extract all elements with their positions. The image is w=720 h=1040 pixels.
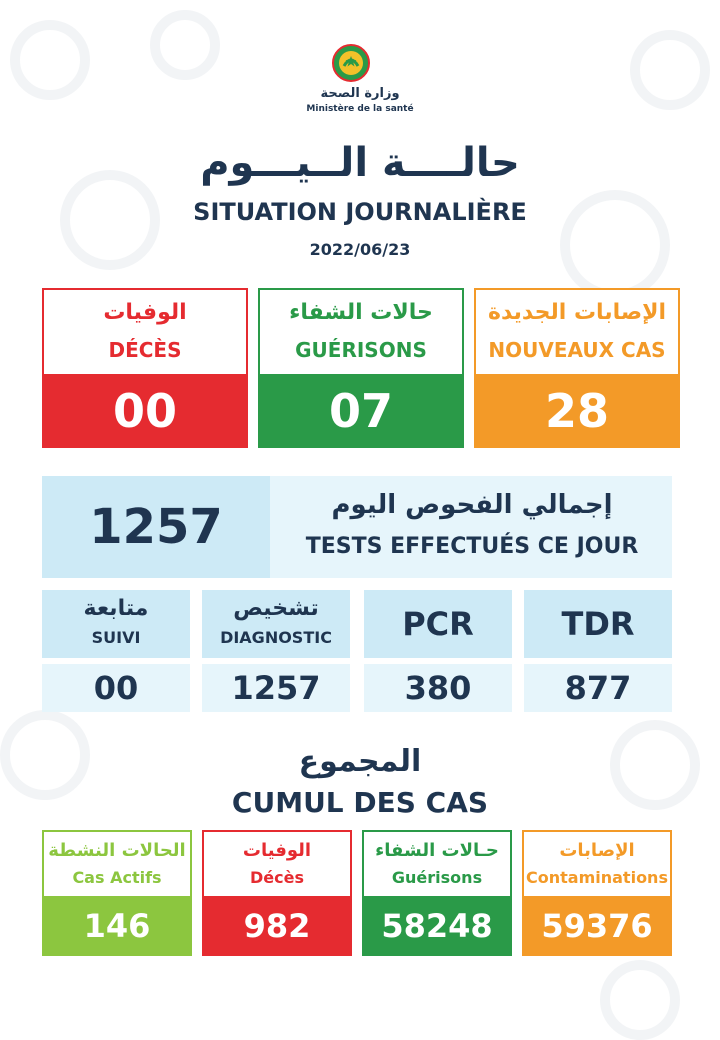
ministry-name-ar: وزارة الصحة: [320, 86, 400, 101]
tests-tdr-value: 877: [524, 664, 672, 712]
daily-nouveaux-value: 28: [474, 374, 680, 448]
tests-suivi-label-fr: SUIVI: [91, 628, 141, 647]
tests-total-bg: [42, 476, 270, 578]
cumul-actifs-label-ar: الحالات النشطة: [48, 840, 186, 861]
cumul-actifs-value: 146: [42, 896, 192, 956]
daily-nouveaux-card: الإصابات الجديدة NOUVEAUX CAS 28: [474, 288, 680, 448]
tests-diagnostic-header: تشخيص DIAGNOSTIC: [202, 590, 350, 658]
cumul-contaminations-label-ar: الإصابات: [559, 840, 635, 861]
daily-guerisons-card: حالات الشفاء GUÉRISONS 07: [258, 288, 464, 448]
report-date: 2022/06/23: [309, 240, 411, 259]
cumul-deces-label-fr: Décès: [250, 868, 304, 887]
daily-guerisons-label-ar: حالات الشفاء: [289, 300, 433, 325]
tests-suivi-value: 00: [42, 664, 190, 712]
tests-diagnostic-label-ar: تشخيص: [233, 596, 319, 621]
virus-bg-icon: [150, 10, 220, 80]
tests-pcr-label: PCR: [402, 605, 474, 643]
cumul-deces-card: الوفيات Décès 982: [202, 830, 352, 956]
tests-suivi-header: متابعة SUIVI: [42, 590, 190, 658]
tests-pcr-header: PCR: [364, 590, 512, 658]
cumul-guerisons-value: 58248: [362, 896, 512, 956]
virus-bg-icon: [10, 20, 90, 100]
tests-suivi-label-ar: متابعة: [83, 596, 149, 621]
cumul-actifs-card: الحالات النشطة Cas Actifs 146: [42, 830, 192, 956]
virus-bg-icon: [0, 710, 90, 800]
cumul-title-fr: CUMUL DES CAS: [231, 786, 489, 819]
tests-total-value: 1257: [89, 499, 223, 555]
cumul-guerisons-label-ar: حـالات الشفاء: [375, 840, 499, 861]
tests-tdr-label: TDR: [561, 605, 635, 643]
cumul-contaminations-label-fr: Contaminations: [526, 868, 668, 887]
daily-deces-label-ar: الوفيات: [103, 300, 187, 325]
daily-guerisons-label-fr: GUÉRISONS: [295, 338, 427, 362]
tests-label-ar: إجمالي الفحوص اليوم: [331, 490, 613, 520]
tests-tdr-header: TDR: [524, 590, 672, 658]
daily-deces-value: 00: [42, 374, 248, 448]
tests-diagnostic-label-fr: DIAGNOSTIC: [220, 628, 332, 647]
daily-deces-card: الوفيات DÉCÈS 00: [42, 288, 248, 448]
virus-bg-icon: [60, 170, 160, 270]
ministry-emblem-icon: [332, 44, 370, 82]
tests-pcr-value: 380: [364, 664, 512, 712]
virus-bg-icon: [610, 720, 700, 810]
tests-diagnostic-value: 1257: [202, 664, 350, 712]
cumul-deces-value: 982: [202, 896, 352, 956]
cumul-guerisons-card: حـالات الشفاء Guérisons 58248: [362, 830, 512, 956]
daily-guerisons-value: 07: [258, 374, 464, 448]
cumul-contaminations-value: 59376: [522, 896, 672, 956]
page-title-ar: حالــــة الــيـــوم: [200, 140, 520, 186]
daily-nouveaux-label-ar: الإصابات الجديدة: [487, 300, 667, 325]
ministry-name-fr: Ministère de la santé: [306, 104, 414, 114]
daily-deces-label-fr: DÉCÈS: [108, 338, 182, 362]
cumul-title-ar: المجموع: [298, 744, 422, 779]
page-title-fr: SITUATION JOURNALIÈRE: [193, 198, 527, 226]
cumul-guerisons-label-fr: Guérisons: [391, 868, 483, 887]
daily-nouveaux-label-fr: NOUVEAUX CAS: [488, 338, 666, 362]
virus-bg-icon: [600, 960, 680, 1040]
cumul-contaminations-card: الإصابات Contaminations 59376: [522, 830, 672, 956]
cumul-actifs-label-fr: Cas Actifs: [72, 868, 162, 887]
virus-bg-icon: [630, 30, 710, 110]
cumul-deces-label-ar: الوفيات: [242, 840, 312, 861]
tests-label-fr: TESTS EFFECTUÉS CE JOUR: [305, 534, 639, 559]
